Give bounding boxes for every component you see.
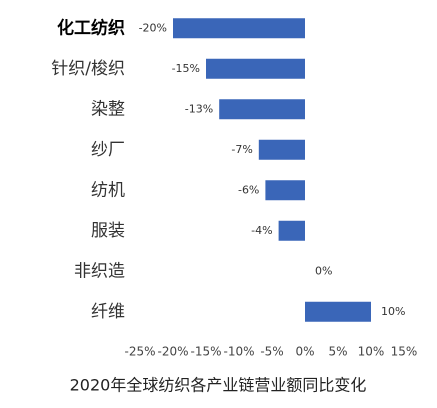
category-label: 非织造 (74, 261, 125, 281)
x-tick-label: -25% (124, 345, 155, 359)
value-label: -15% (172, 62, 200, 75)
x-tick-label: 10% (358, 345, 385, 359)
bar (173, 18, 305, 39)
x-tick-label: 0% (295, 345, 314, 359)
value-label: -7% (231, 143, 252, 156)
category-label: 染整 (91, 99, 125, 119)
category-label: 服装 (91, 221, 125, 241)
value-label: -13% (185, 102, 213, 115)
bar (219, 99, 305, 120)
x-tick-label: 5% (328, 345, 347, 359)
value-label: -4% (251, 224, 272, 237)
value-label: 0% (315, 264, 332, 277)
x-tick-label: -15% (190, 345, 221, 359)
bar (265, 180, 305, 201)
category-label: 针织/梭织 (51, 59, 125, 79)
x-tick-label: -10% (223, 345, 254, 359)
value-label: -20% (139, 21, 167, 34)
bar (278, 220, 305, 241)
chart-title: 2020年全球纺织各产业链营业额同比变化 (70, 376, 367, 395)
value-label: 10% (381, 305, 405, 318)
bar (258, 139, 305, 160)
category-label: 化工纺织 (57, 17, 125, 38)
category-label: 纺机 (91, 180, 125, 200)
category-label: 纱厂 (91, 140, 125, 160)
x-tick-label: 15% (391, 345, 418, 359)
bar (305, 301, 371, 322)
category-label: 纤维 (91, 302, 125, 322)
x-tick-label: -20% (157, 345, 188, 359)
value-label: -6% (238, 183, 259, 196)
bar (206, 58, 305, 79)
x-tick-label: -5% (260, 345, 283, 359)
